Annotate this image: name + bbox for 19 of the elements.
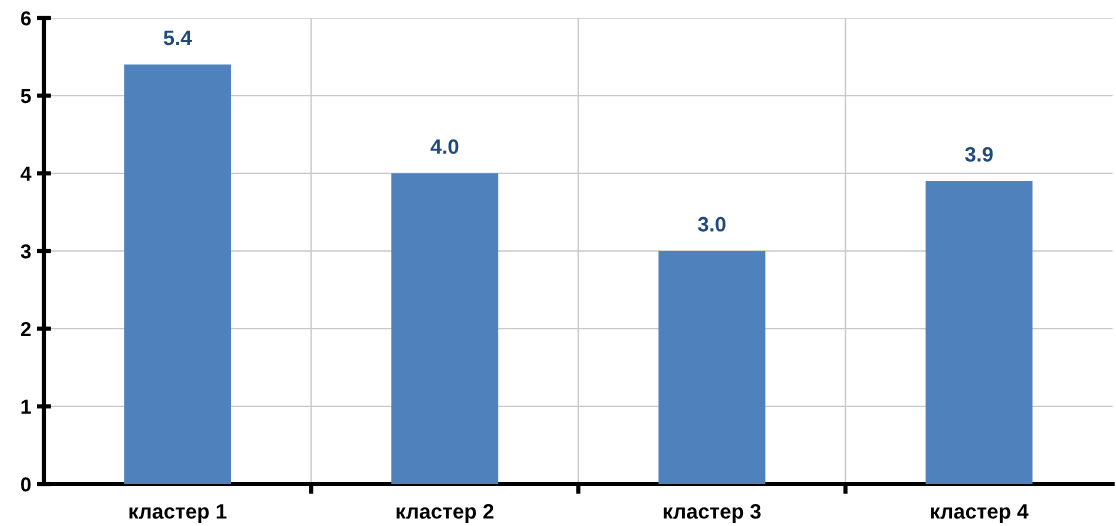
y-tick-label: 1 xyxy=(21,399,31,414)
data-label: 4.0 xyxy=(430,139,459,154)
y-tick-label: 5 xyxy=(20,89,31,104)
data-label: 5.4 xyxy=(163,30,192,46)
y-tick-label: 3 xyxy=(20,244,31,259)
x-tick-label: кластер 2 xyxy=(396,504,494,523)
y-tick-label: 2 xyxy=(20,321,31,336)
data-label: 3.0 xyxy=(697,216,726,232)
x-tick-label: кластер 3 xyxy=(663,504,761,523)
bar xyxy=(925,181,1033,485)
x-tick-label: кластер 4 xyxy=(931,504,1029,523)
bar xyxy=(391,173,499,485)
x-tick-label: кластер 1 xyxy=(129,504,227,523)
bar xyxy=(658,251,766,485)
y-tick-label: 0 xyxy=(21,477,31,492)
y-tick-label: 6 xyxy=(21,11,31,26)
bar xyxy=(124,64,231,485)
data-label: 3.9 xyxy=(965,146,993,162)
y-tick-label: 4 xyxy=(20,166,32,181)
